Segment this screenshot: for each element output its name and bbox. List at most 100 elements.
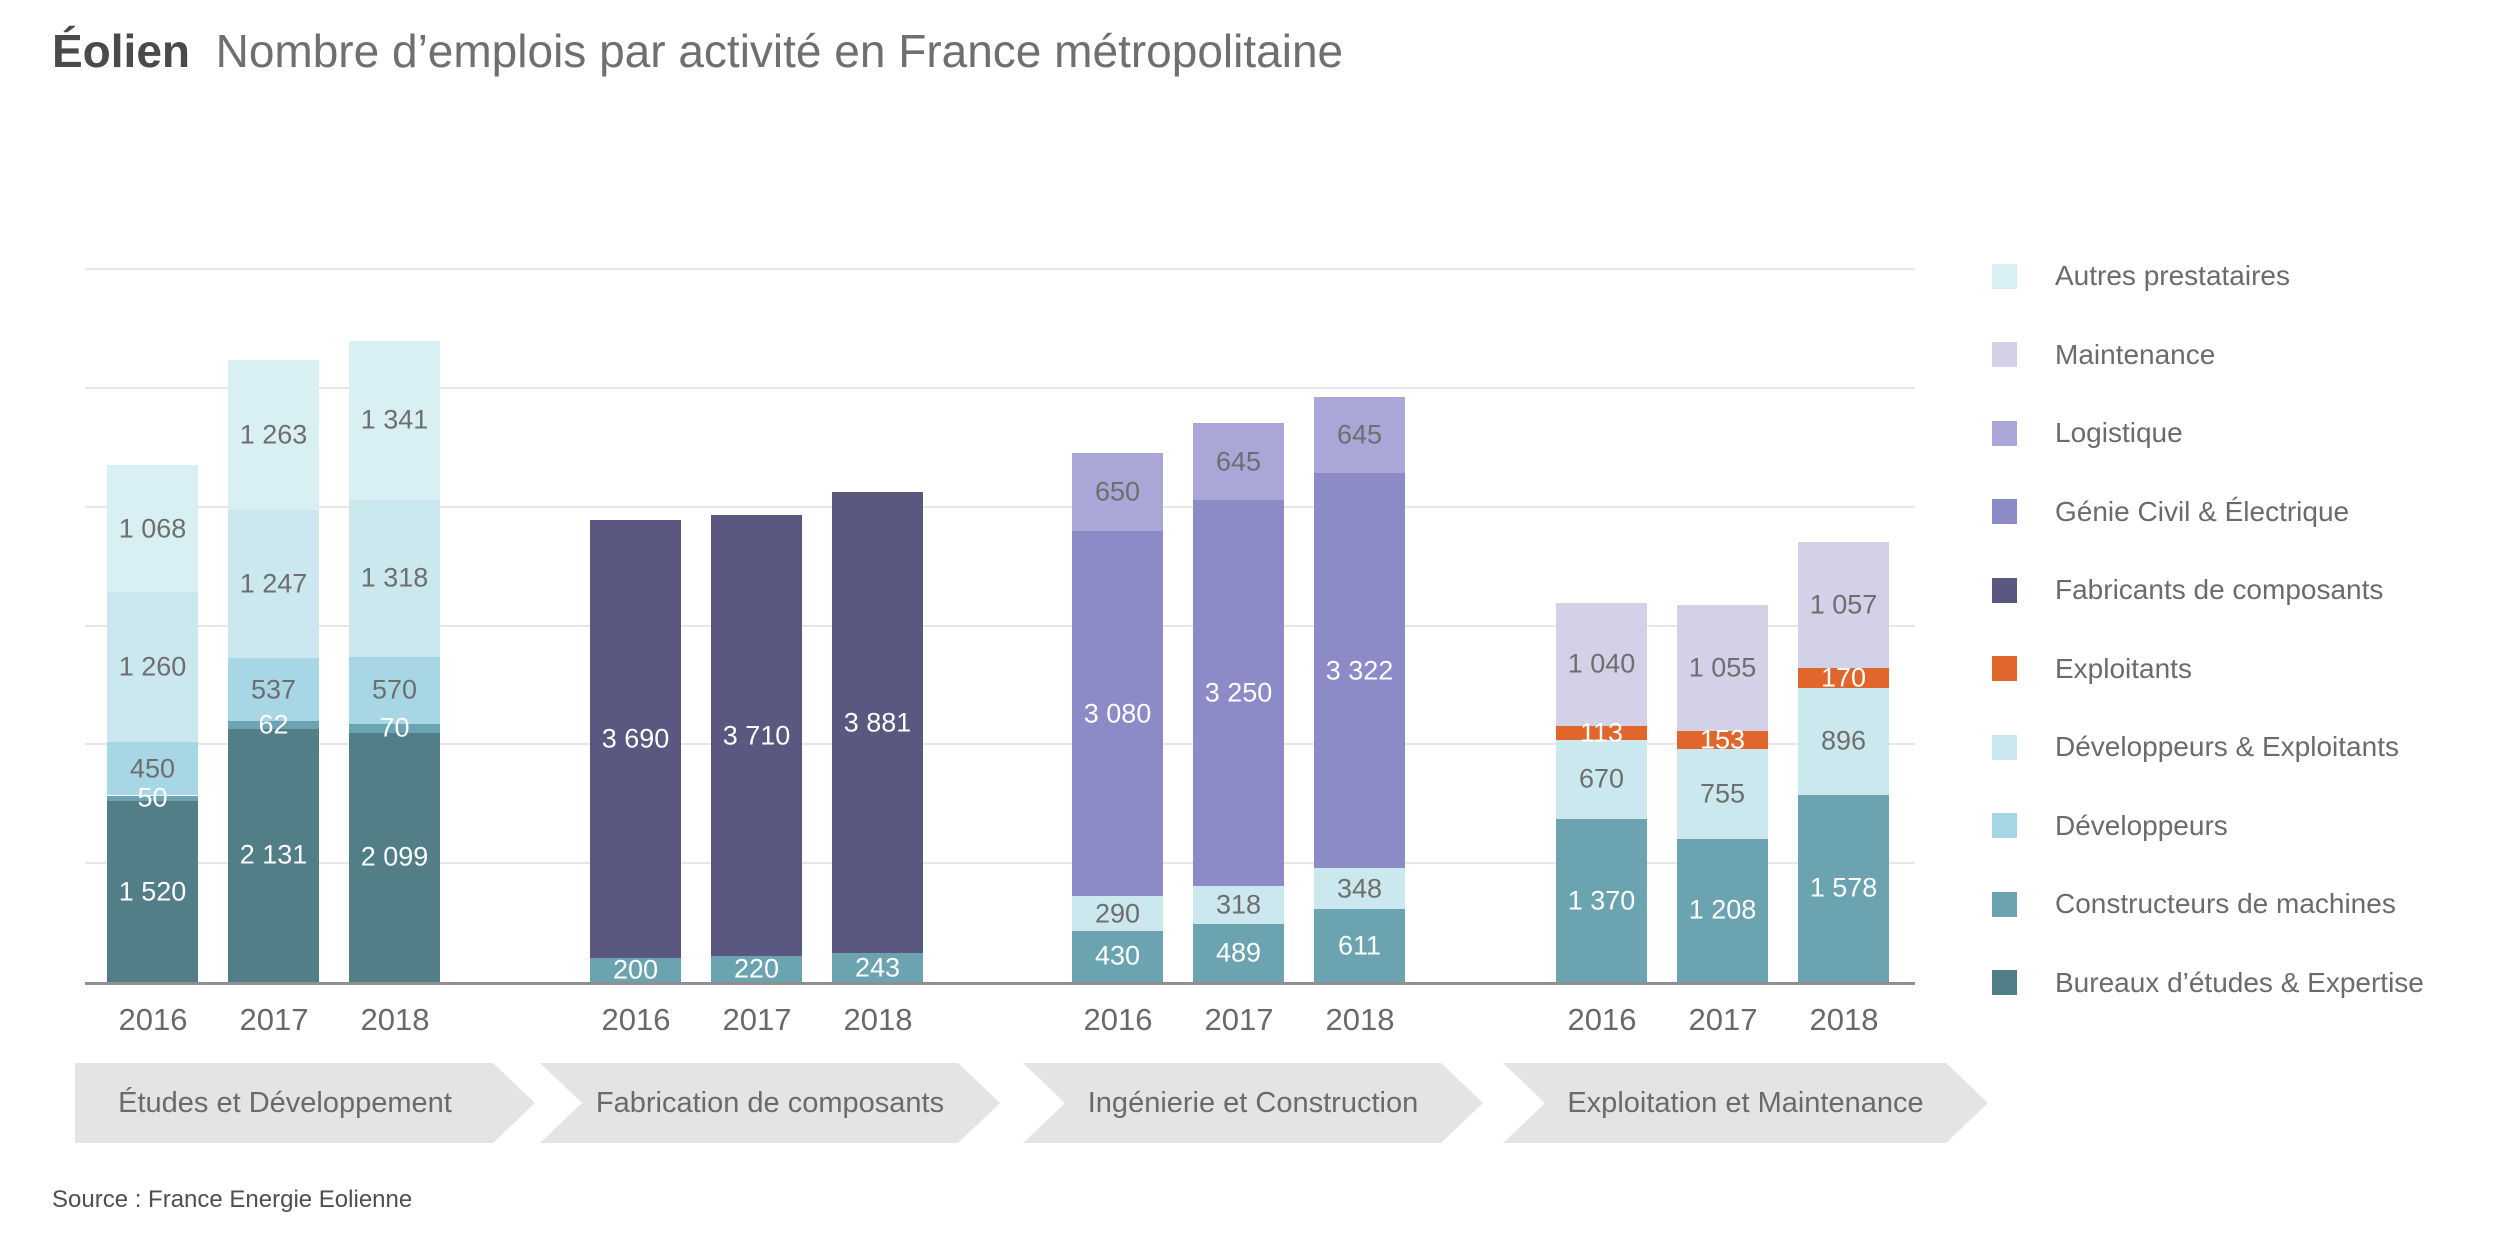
year-tick-label: 2016 [601,1002,671,1037]
year-tick-label: 2018 [360,1002,430,1037]
category-chevron-label: Ingénierie et Construction [1087,1086,1419,1119]
bar-segment-dev_expl: 1 260 [107,592,198,743]
category-chevron-3: Ingénierie et Construction [1023,1063,1483,1143]
title-subtitle-text: Nombre d’emplois par activité en France … [215,25,1344,77]
stacked-bar: 2 131 62 537 1 247 1 263 [228,359,319,982]
stacked-bar: 2 099 70 570 1 318 1 341 [349,340,440,982]
bar-segment-autres: 1 341 [349,340,440,501]
bar-segment-autres: 1 263 [228,359,319,510]
segment-value-label: 1 578 [1809,872,1878,903]
segment-value-label: 3 690 [601,723,670,754]
year-tick-label: 2016 [118,1002,188,1037]
bar-segment-logistique: 645 [1193,423,1284,501]
segment-value-label: 2 131 [239,839,308,870]
stacked-bar: 243 3 881 [832,492,923,982]
bar-segment-dev_expl: 1 318 [349,500,440,657]
segment-value-label: 489 [1215,937,1262,968]
bar-segment-maintenance: 1 057 [1798,542,1889,668]
gridline-1000 [85,862,1915,865]
segment-value-label: 1 055 [1688,652,1757,683]
gridline-2000 [85,743,1915,746]
bar-segment-constructeurs: 200 [590,956,681,983]
segment-value-label: 1 247 [239,568,308,599]
bar-segment-constructeurs: 70 [349,714,440,741]
year-tick-label: 2018 [1325,1002,1395,1037]
year-tick-label: 2017 [1688,1002,1758,1037]
legend-swatch-maintenance [1992,342,2017,367]
legend-swatch-fabricants [1992,577,2017,603]
bar-segment-constructeurs: 243 [832,953,923,982]
segment-value-label: 2 099 [360,841,429,872]
legend-label: Bureaux d’études & Expertise [2055,966,2424,998]
bar-segment-bureaux: 2 099 [349,732,440,982]
segment-value-label: 318 [1215,889,1262,920]
segment-value-label: 1 260 [118,651,187,682]
bar-segment-constructeurs: 1 370 [1556,819,1647,982]
segment-value-label: 70 [379,712,410,743]
legend-label: Fabricants de composants [2055,574,2384,605]
segment-value-label: 170 [1820,662,1867,693]
legend-label: Constructeurs de machines [2055,888,2396,919]
segment-value-label: 1 040 [1567,648,1636,679]
stacked-bar: 200 3 690 [590,519,681,983]
bar-segment-developpeurs: 537 [228,657,319,722]
segment-value-label: 450 [129,753,176,784]
bar-segment-constructeurs: 220 [711,955,802,982]
bar-segment-exploitants: 153 [1677,726,1768,753]
segment-value-label: 153 [1699,724,1746,755]
bar-segment-fabricants: 3 710 [711,515,802,956]
category-chevron-label: Études et Développement [118,1086,452,1119]
segment-value-label: 430 [1094,940,1141,971]
bar-segment-logistique: 650 [1072,453,1163,531]
segment-value-label: 1 370 [1567,885,1636,916]
segment-value-label: 3 250 [1204,677,1273,708]
legend-label: Exploitants [2055,652,2192,684]
stacked-bar: 1 578 896 170 1 057 [1798,542,1889,982]
bar-segment-constructeurs: 1 208 [1677,838,1768,982]
segment-value-label: 3 322 [1325,655,1394,686]
bar-segment-developpeurs: 450 [107,742,198,796]
legend-swatch-constructeurs [1992,891,2017,917]
segment-value-label: 1 068 [118,513,187,544]
segment-value-label: 1 263 [239,419,308,450]
legend-swatch-dev_expl [1992,734,2017,760]
bar-segment-fabricants: 3 881 [832,492,923,954]
bar-segment-exploitants: 170 [1798,664,1889,691]
segment-value-label: 113 [1579,717,1624,748]
legend-swatch-developpeurs [1992,813,2017,838]
bar-segment-autres: 1 068 [107,465,198,593]
segment-value-label: 755 [1699,778,1746,809]
category-chevron-1: Études et Développement [75,1063,535,1143]
legend-item-fabricants: Fabricants de composants [1992,574,2384,605]
segment-value-label: 896 [1820,725,1867,756]
legend-swatch-bureaux [1992,970,2017,995]
bar-segment-exploitants: 113 [1556,719,1647,746]
segment-value-label: 611 [1337,930,1382,961]
segment-value-label: 348 [1336,873,1383,904]
legend-label: Génie Civil & Électrique [2055,495,2350,527]
legend-label: Développeurs & Exploitants [2055,731,2399,762]
legend-item-autres: Autres prestataires [1992,260,2290,291]
bar-segment-maintenance: 1 040 [1556,602,1647,727]
legend-item-developpeurs: Développeurs [1992,810,2228,841]
bar-segment-constructeurs: 430 [1072,930,1163,982]
source-note: Source : France Energie Eolienne [52,1186,413,1213]
segment-value-label: 645 [1336,419,1383,450]
bar-segment-bureaux: 1 520 [107,801,198,982]
category-chevron-label: Fabrication de composants [595,1086,945,1119]
bar-segment-constructeurs: 62 [228,711,319,738]
bar-segment-dev_expl: 755 [1677,748,1768,839]
year-tick-label: 2018 [843,1002,913,1037]
segment-value-label: 290 [1094,898,1141,929]
segment-value-label: 3 080 [1083,698,1152,729]
bar-segment-dev_expl: 896 [1798,688,1889,795]
segment-value-label: 3 710 [722,720,791,750]
legend-swatch-autres [1992,263,2017,289]
legend-swatch-exploitants [1992,656,2017,681]
bar-segment-constructeurs: 50 [107,784,198,811]
stacked-bar: 220 3 710 [711,515,802,982]
bar-segment-constructeurs: 489 [1193,923,1284,982]
legend-swatch-logistique [1992,420,2017,446]
bar-segment-bureaux: 2 131 [228,728,319,982]
